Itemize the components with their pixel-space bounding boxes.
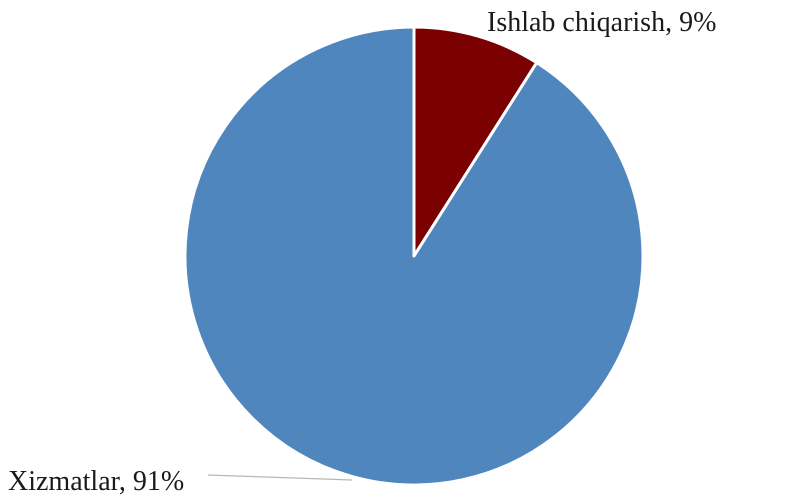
pie-slice-xizmatlar <box>183 25 645 487</box>
pie-slices <box>183 25 645 487</box>
pie-slice-ishlab-chiqarish <box>412 25 539 258</box>
data-label-ishlab-chiqarish: Ishlab chiqarish, 9% <box>487 7 716 38</box>
leader-line-xizmatlar <box>207 474 353 481</box>
data-label-xizmatlar: Xizmatlar, 91% <box>8 466 184 497</box>
